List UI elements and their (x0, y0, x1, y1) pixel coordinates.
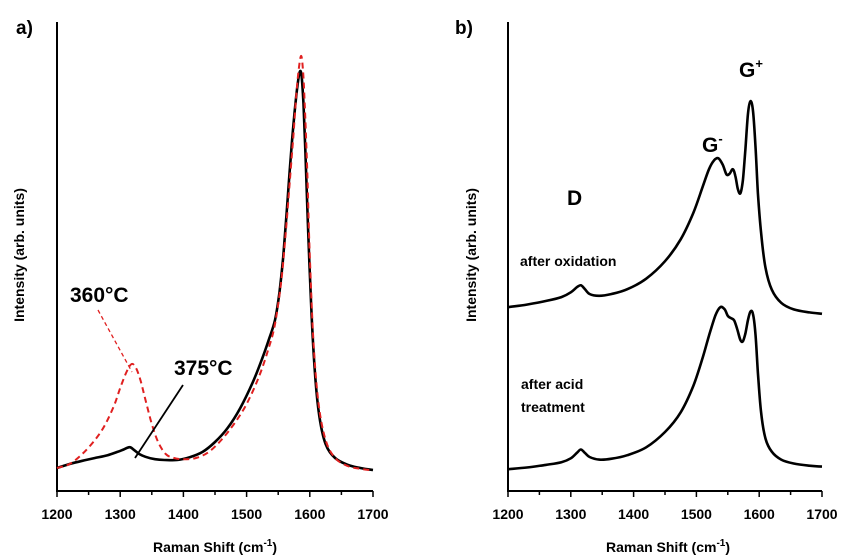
panel-a-x-axis-label: Raman Shift (cm-1) (153, 538, 277, 555)
series-line-360c (56, 54, 374, 472)
annotation-d-band: D (567, 187, 582, 210)
panel-b: b) 1200 1300 1400 1500 1600 1700 Raman Shift … (455, 18, 838, 555)
annotation-after-oxidation: after oxidation (520, 253, 616, 269)
annotation-360c: 360°C (70, 284, 129, 307)
annotation-375c-pointer (134, 384, 184, 459)
annotation-after-acid: after acid (521, 376, 583, 392)
x-tick-label: 1200 (41, 506, 72, 522)
panel-a-label: a) (16, 18, 33, 39)
x-tick-label: 1400 (618, 506, 649, 522)
panel-a: a) 1200 1300 1400 1500 1600 1700 Raman Shift … (11, 18, 389, 555)
x-tick-label: 1400 (168, 506, 199, 522)
panel-b-x-axis-label: Raman Shift (cm-1) (606, 538, 730, 555)
x-tick-label: 1600 (744, 506, 775, 522)
annotation-g-minus: G- (702, 131, 723, 157)
panel-a-series (56, 54, 374, 472)
panel-a-y-axis-label: Intensity (arb. units) (11, 188, 27, 322)
panel-b-series (507, 99, 823, 471)
x-tick-label: 1200 (492, 506, 523, 522)
annotation-375c: 375°C (174, 357, 233, 380)
annotation-g-plus: G+ (739, 56, 763, 82)
x-tick-label: 1300 (105, 506, 136, 522)
x-tick-label: 1700 (357, 506, 388, 522)
panel-b-x-ticks: 1200 1300 1400 1500 1600 1700 (492, 491, 838, 522)
series-line-after-oxidation (507, 99, 823, 316)
x-tick-label: 1500 (231, 506, 262, 522)
x-tick-label: 1500 (681, 506, 712, 522)
series-line-after-acid-treatment (507, 305, 823, 471)
annotation-treatment: treatment (521, 399, 585, 415)
x-tick-label: 1700 (806, 506, 837, 522)
annotation-360c-pointer (97, 309, 133, 373)
x-tick-label: 1600 (294, 506, 325, 522)
series-line-375c (56, 69, 374, 472)
panel-b-label: b) (455, 18, 473, 39)
panel-a-x-ticks: 1200 1300 1400 1500 1600 1700 (41, 491, 389, 522)
x-tick-label: 1300 (555, 506, 586, 522)
panel-b-y-axis-label: Intensity (arb. units) (463, 188, 479, 322)
